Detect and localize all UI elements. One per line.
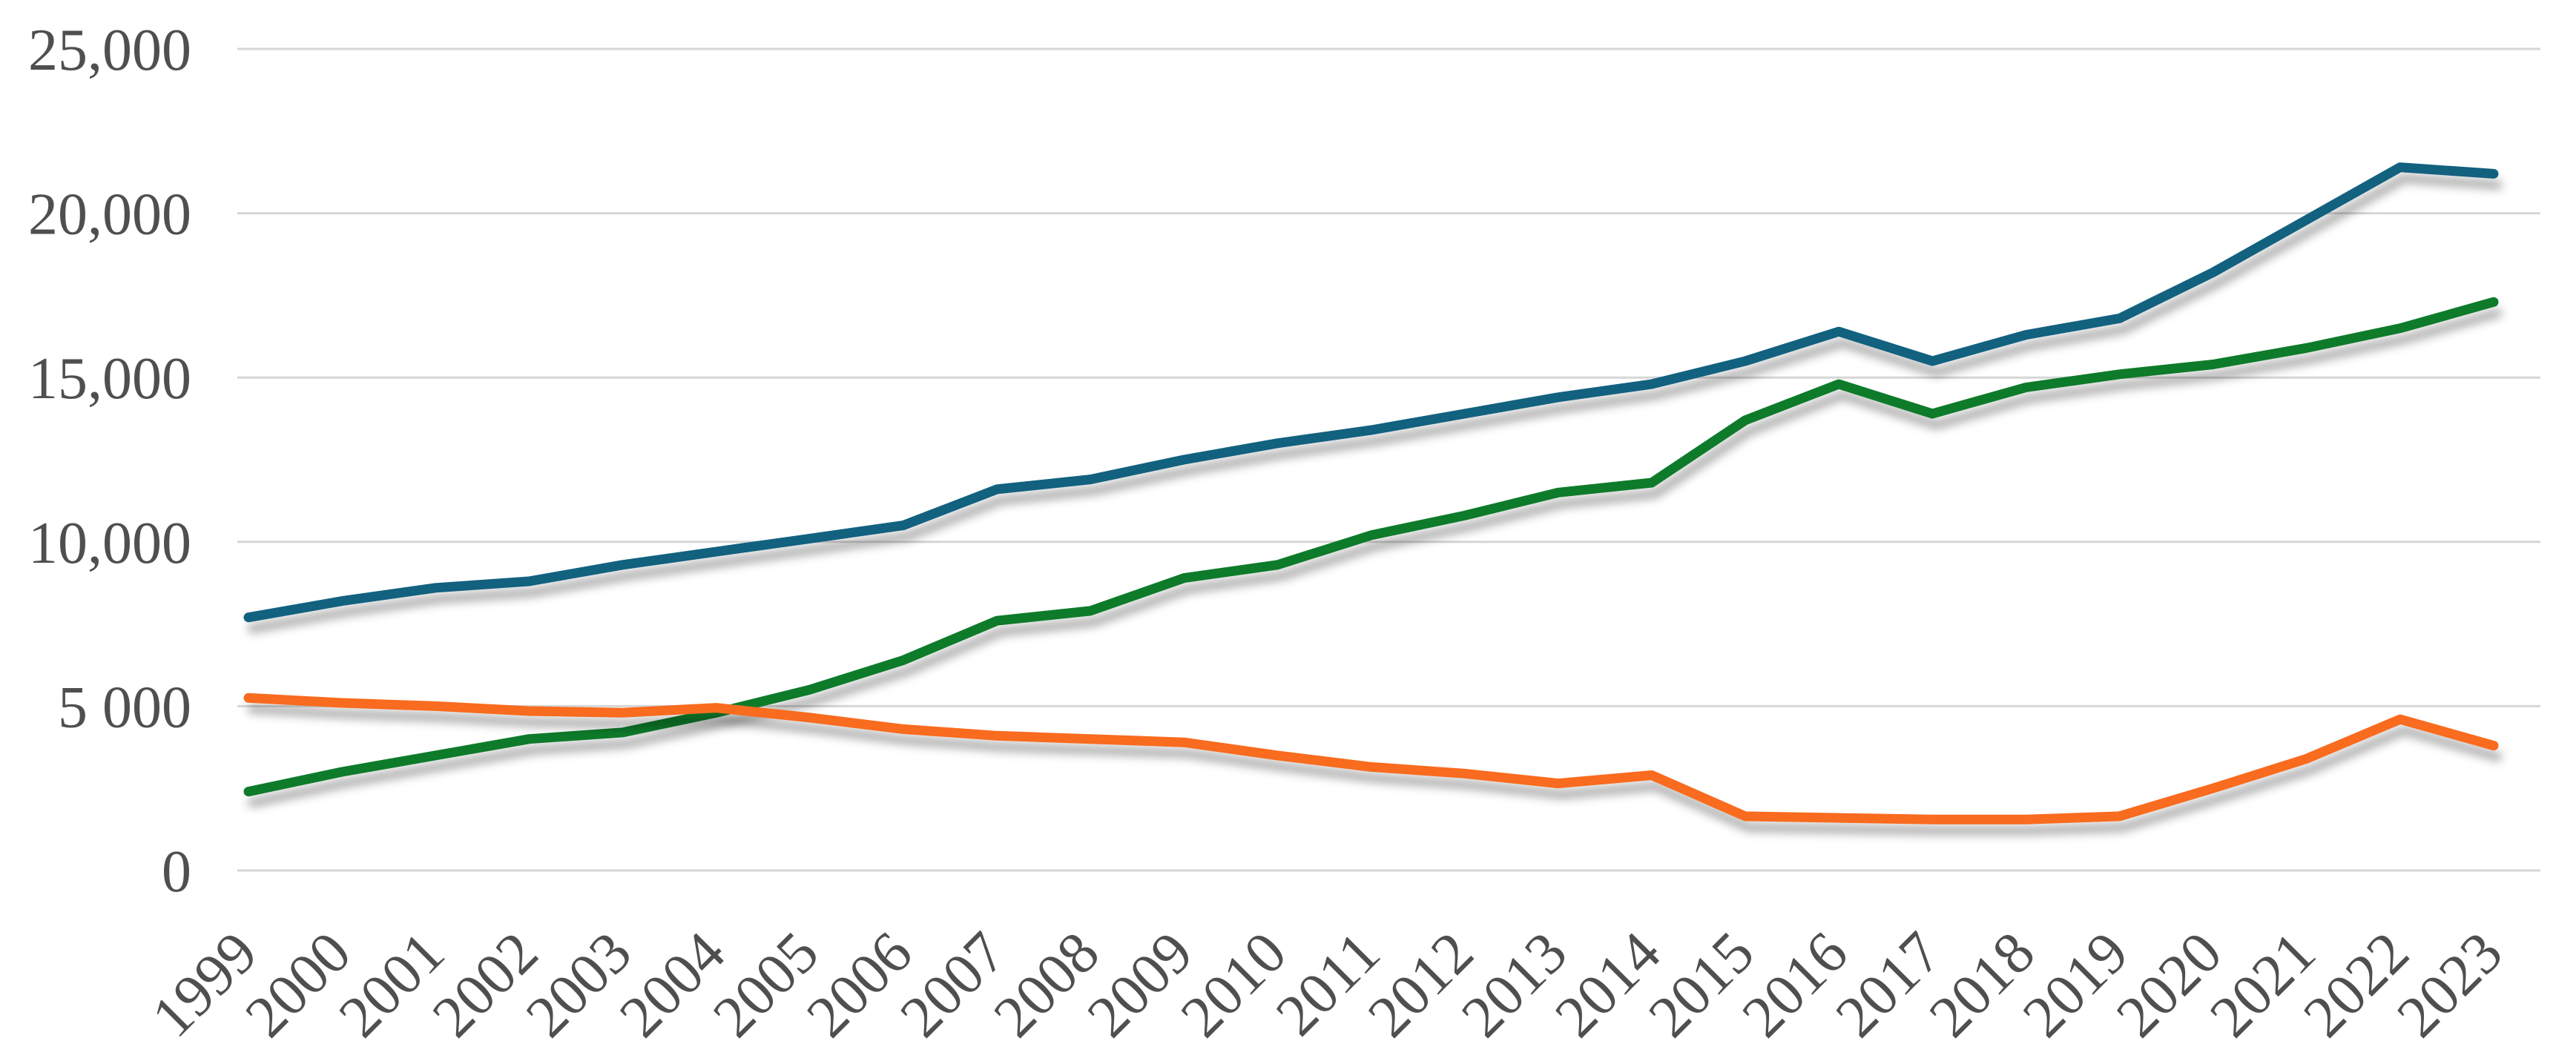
y-tick-label: 5 000 bbox=[58, 675, 191, 740]
y-tick-label: 20,000 bbox=[28, 182, 191, 248]
y-tick-label: 0 bbox=[162, 839, 191, 905]
gridlines-layer bbox=[237, 47, 2540, 872]
x-axis-labels: 1999200020012002200320042005200620072008… bbox=[139, 920, 2514, 1041]
series-layer bbox=[243, 162, 2499, 824]
orange-series-line bbox=[243, 693, 2499, 824]
x-tick-label: 1999 bbox=[139, 920, 269, 1041]
y-tick-label: 25,000 bbox=[28, 18, 191, 83]
green-series-line bbox=[243, 297, 2499, 797]
y-axis-labels: 0 5 000 10,000 15,000 20,000 25,000 bbox=[28, 18, 191, 905]
y-tick-label: 10,000 bbox=[28, 511, 191, 576]
blue-series-line bbox=[243, 162, 2499, 623]
y-tick-label: 15,000 bbox=[28, 346, 191, 412]
